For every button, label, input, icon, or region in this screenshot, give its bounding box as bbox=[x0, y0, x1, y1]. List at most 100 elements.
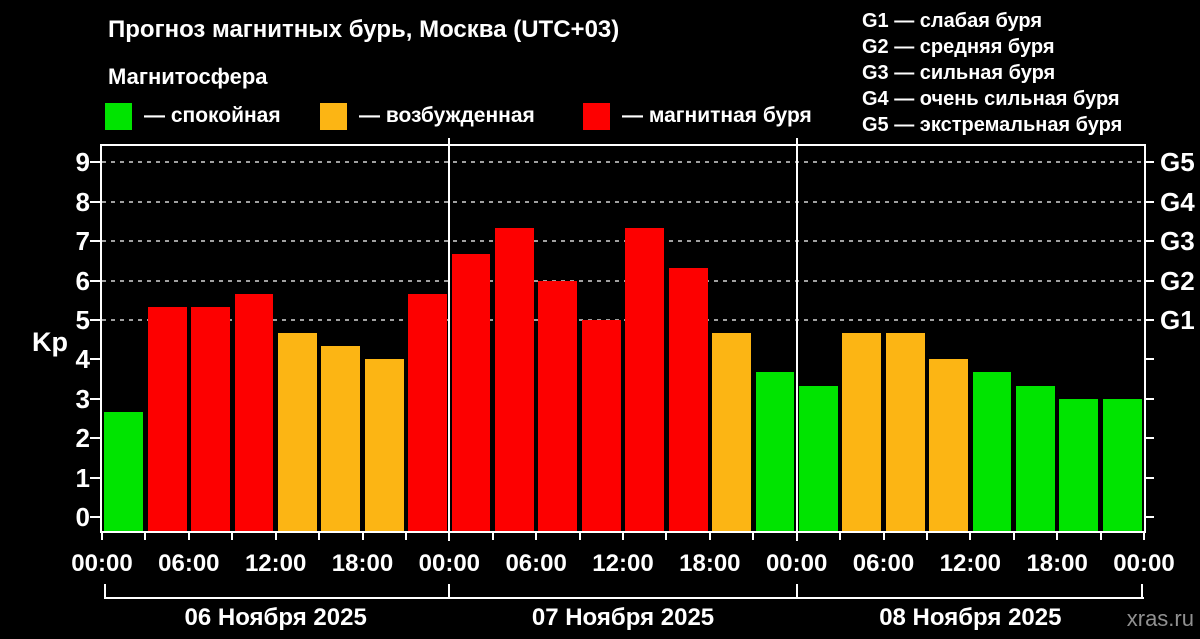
y-tick-right-3 bbox=[1146, 397, 1154, 400]
y-tick-left-4 bbox=[90, 358, 100, 361]
x-tick-label-3: 18:00 bbox=[331, 550, 394, 577]
day-divider-2 bbox=[795, 138, 798, 541]
gridline-kp8 bbox=[102, 200, 1144, 203]
bar-day2-h3 bbox=[495, 228, 534, 531]
bar-day1-h6 bbox=[191, 307, 230, 531]
y-tick-label-3: 3 bbox=[75, 383, 90, 414]
x-tick-2 bbox=[187, 533, 190, 540]
date-bracket bbox=[104, 597, 1144, 599]
y-tick-label-9: 9 bbox=[75, 147, 90, 178]
x-tick-label-4: 00:00 bbox=[418, 550, 481, 577]
x-tick-5 bbox=[318, 533, 321, 540]
x-tick-label-0: 00:00 bbox=[71, 550, 133, 577]
legend-item-quiet: — спокойная bbox=[105, 102, 281, 130]
legend-swatch-quiet bbox=[105, 102, 132, 130]
g-scale-line-g5: G5 — экстремальная буря bbox=[862, 114, 1123, 136]
y-tick-left-6 bbox=[90, 279, 100, 282]
y-tick-label-0: 0 bbox=[75, 502, 90, 532]
x-tick-4 bbox=[274, 533, 277, 540]
y-tick-label-5: 5 bbox=[75, 305, 90, 335]
x-tick-label-12: 00:00 bbox=[1113, 550, 1175, 577]
right-axis-label-g5: G5 bbox=[1160, 147, 1195, 178]
x-tick-0 bbox=[101, 533, 103, 540]
y-tick-left-1 bbox=[90, 476, 100, 479]
g-scale-line-g4: G4 — очень сильная буря bbox=[862, 88, 1120, 110]
x-tick-8 bbox=[448, 533, 451, 540]
right-axis-label-g3: G3 bbox=[1160, 226, 1195, 257]
bar-day2-h0 bbox=[451, 254, 491, 531]
x-tick-1 bbox=[144, 533, 147, 540]
y-tick-left-2 bbox=[90, 437, 100, 440]
x-tick-label-6: 12:00 bbox=[592, 550, 654, 577]
y-tick-right-6 bbox=[1146, 279, 1154, 282]
x-tick-label-5: 06:00 bbox=[505, 550, 567, 577]
y-tick-label-8: 8 bbox=[75, 186, 90, 217]
date-label-day1: 06 Ноября 2025 bbox=[184, 604, 367, 631]
legend-item-storm: — магнитная буря bbox=[583, 102, 812, 130]
right-axis-label-g2: G2 bbox=[1160, 265, 1195, 296]
y-tick-right-4 bbox=[1146, 358, 1154, 361]
legend-swatch-excited bbox=[320, 102, 347, 130]
x-tick-22 bbox=[1056, 533, 1059, 540]
x-tick-18 bbox=[882, 533, 885, 540]
watermark: xras.ru bbox=[1126, 606, 1194, 631]
x-tick-6 bbox=[361, 533, 364, 540]
y-tick-right-1 bbox=[1146, 476, 1154, 479]
y-tick-label-1: 1 bbox=[75, 462, 90, 493]
y-tick-left-9 bbox=[90, 161, 100, 164]
bar-day3-h15 bbox=[1016, 385, 1055, 531]
g-scale-legend: G1 — слабая буря G2 — средняя буря G3 — си… bbox=[862, 8, 1122, 138]
plot-area: 0 1 2 3 4 5 6 7 8 9 G1 G2 G3 G4 G5 00:00 06:00 12:00 18:00… bbox=[71, 138, 1195, 631]
bar-day3-h12 bbox=[972, 372, 1012, 531]
y-tick-right-5 bbox=[1146, 319, 1154, 321]
x-tick-label-11: 18:00 bbox=[1026, 550, 1088, 577]
date-bracket-riser-1 bbox=[448, 584, 451, 599]
x-tick-13 bbox=[665, 533, 668, 540]
y-tick-right-9 bbox=[1146, 161, 1154, 164]
bar-day1-h0 bbox=[104, 411, 144, 531]
x-tick-19 bbox=[925, 533, 928, 540]
bar-day3-h0 bbox=[798, 385, 838, 531]
x-tick-label-9: 06:00 bbox=[852, 550, 915, 577]
gridline-kp6 bbox=[102, 279, 1144, 282]
bar-day1-h21 bbox=[408, 293, 448, 531]
bar-day1-h12 bbox=[277, 333, 317, 531]
x-tick-20 bbox=[969, 533, 972, 540]
gridline-kp9 bbox=[102, 161, 1144, 164]
bar-day1-h9 bbox=[234, 293, 274, 531]
gridline-kp5 bbox=[102, 319, 1144, 321]
y-tick-left-5 bbox=[90, 319, 100, 321]
bar-day1-h15 bbox=[321, 346, 361, 531]
legend-label-quiet: — спокойная bbox=[144, 104, 281, 127]
bar-day3-h6 bbox=[885, 333, 925, 531]
date-bracket-riser-2 bbox=[795, 584, 798, 599]
x-tick-17 bbox=[839, 533, 842, 540]
x-tick-16 bbox=[795, 533, 798, 540]
x-tick-21 bbox=[1012, 533, 1015, 540]
bar-day2-h15 bbox=[668, 267, 708, 531]
x-tick-3 bbox=[231, 533, 234, 540]
y-tick-left-0 bbox=[90, 516, 100, 518]
gridline-kp7 bbox=[102, 240, 1144, 243]
bar-day1-h3 bbox=[147, 307, 187, 531]
x-tick-label-7: 18:00 bbox=[679, 550, 741, 577]
chart-subtitle: Магнитосфера bbox=[108, 64, 268, 89]
bar-day2-h12 bbox=[625, 228, 665, 531]
legend-swatch-storm bbox=[583, 102, 610, 130]
bar-day3-h21 bbox=[1102, 398, 1142, 531]
x-tick-23 bbox=[1099, 533, 1102, 540]
bar-day2-h6 bbox=[538, 280, 578, 531]
y-tick-right-0 bbox=[1146, 516, 1154, 518]
y-tick-label-6: 6 bbox=[75, 265, 90, 296]
date-bracket-riser-3 bbox=[1141, 584, 1143, 599]
bar-day2-h21 bbox=[755, 372, 795, 531]
bar-day2-h18 bbox=[712, 333, 751, 531]
date-label-day2: 07 Ноября 2025 bbox=[531, 604, 715, 631]
bar-day3-h18 bbox=[1059, 398, 1099, 531]
g-scale-line-g2: G2 — средняя буря bbox=[862, 36, 1055, 58]
color-legend: — спокойная — возбужденная — магнитная бур… bbox=[0, 102, 860, 130]
legend-label-excited: — возбужденная bbox=[359, 104, 535, 127]
x-tick-label-2: 12:00 bbox=[244, 550, 307, 577]
x-tick-7 bbox=[404, 533, 407, 540]
